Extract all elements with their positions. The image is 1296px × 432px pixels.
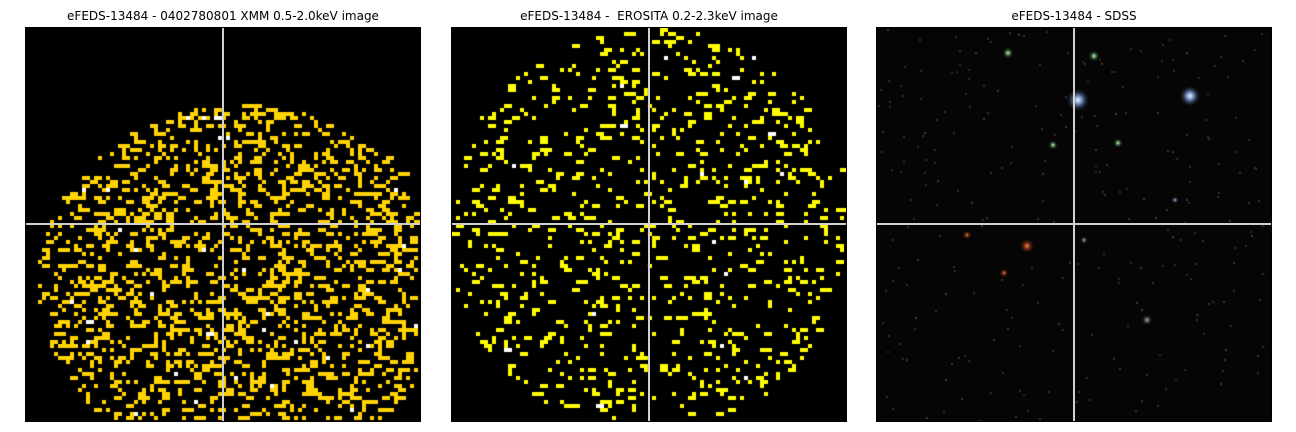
crosshair-horizontal <box>26 223 420 225</box>
xmm-image-panel <box>25 27 421 422</box>
crosshair-horizontal <box>877 223 1271 225</box>
erosita-image-panel <box>451 27 847 422</box>
sdss-image-panel <box>876 27 1272 422</box>
panel-title-xmm: eFEDS-13484 - 0402780801 XMM 0.5-2.0keV … <box>67 9 379 23</box>
panel-title-erosita: eFEDS-13484 - EROSITA 0.2-2.3keV image <box>520 9 778 23</box>
crosshair-horizontal <box>452 223 846 225</box>
panel-title-sdss: eFEDS-13484 - SDSS <box>1011 9 1137 23</box>
